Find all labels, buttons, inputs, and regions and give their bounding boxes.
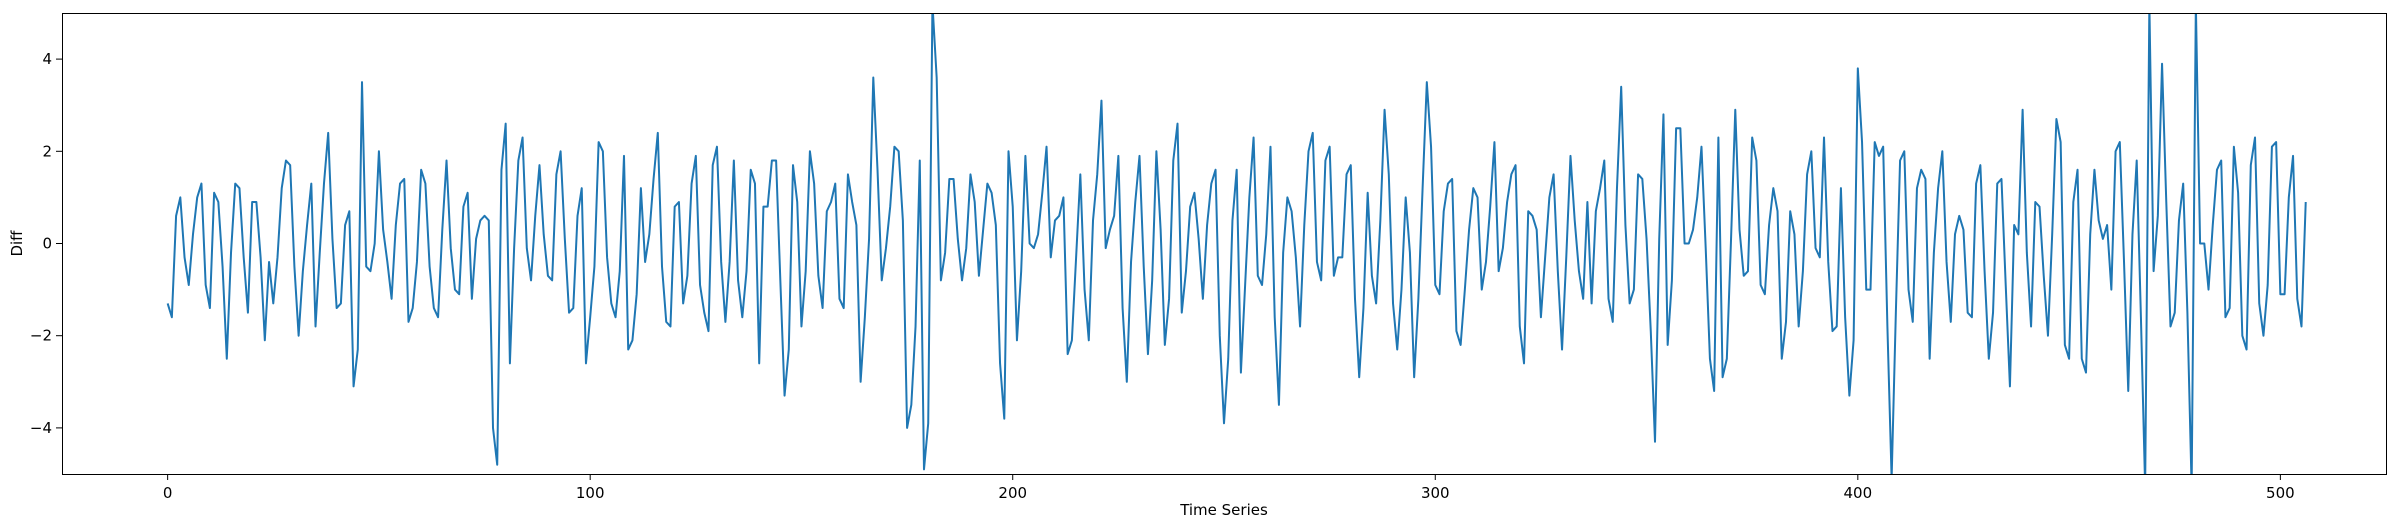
x-tick-label: 300 <box>1421 484 1450 502</box>
x-axis: 0 100 200 300 400 500 <box>163 474 2295 502</box>
x-tick-label: 500 <box>2266 484 2295 502</box>
series-group <box>166 13 2307 474</box>
x-tick-label: 100 <box>576 484 605 502</box>
plot-frame <box>62 13 2387 475</box>
series-line <box>166 13 2307 474</box>
plot-background <box>62 13 2386 474</box>
x-tick-label: 400 <box>1843 484 1872 502</box>
y-tick-label: 2 <box>42 142 52 160</box>
x-tick-label: 0 <box>163 484 173 502</box>
x-axis-label: Time Series <box>1179 501 1268 519</box>
y-tick-label: −4 <box>30 419 52 437</box>
y-axis-label: Diff <box>8 230 26 257</box>
y-tick-label: 0 <box>42 235 52 253</box>
y-tick-label: −2 <box>30 327 52 345</box>
y-tick-label: 4 <box>42 50 52 68</box>
x-tick-label: 200 <box>998 484 1027 502</box>
y-axis: −4 −2 0 2 4 <box>30 50 62 437</box>
plot-area <box>62 13 2387 475</box>
